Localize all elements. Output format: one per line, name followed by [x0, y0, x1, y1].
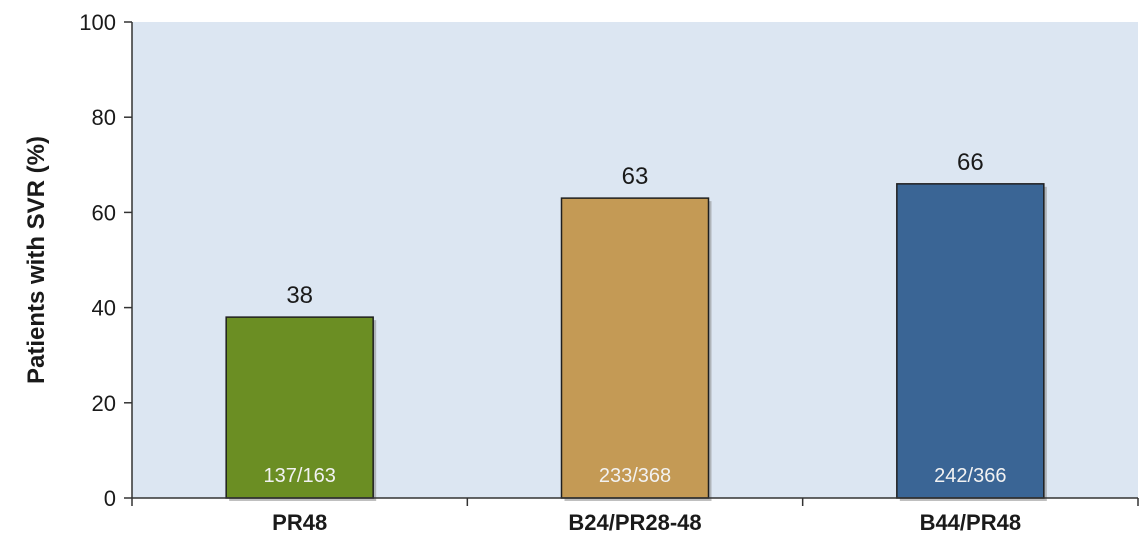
x-tick-label: B24/PR28-48	[568, 510, 701, 535]
bar-fraction-label: 137/163	[264, 465, 336, 487]
bar-value-label: 63	[622, 163, 649, 190]
bar-value-label: 66	[957, 149, 984, 176]
bars-group	[225, 183, 1047, 501]
bar-b24-pr28-48	[560, 197, 710, 499]
y-tick-label: 80	[92, 105, 116, 130]
y-tick-label: 60	[92, 200, 116, 225]
x-tick-label: PR48	[272, 510, 327, 535]
y-tick-label: 0	[104, 486, 116, 511]
y-tick-label: 100	[79, 10, 116, 35]
bar-value-label: 38	[286, 282, 313, 309]
axes-group	[124, 21, 1139, 506]
bar-fraction-label: 233/368	[599, 465, 671, 487]
x-tick-label: B44/PR48	[920, 510, 1022, 535]
bar-b44-pr48	[896, 183, 1045, 499]
labels-group: 38 137/163 PR48 63 233/368 B24/PR28-48 66 242/3…	[79, 10, 1021, 535]
bar-fraction-label: 242/366	[934, 465, 1006, 487]
y-axis-title: Patients with SVR (%)	[23, 136, 50, 384]
y-tick-label: 20	[92, 391, 116, 416]
y-tick-label: 40	[92, 296, 116, 321]
